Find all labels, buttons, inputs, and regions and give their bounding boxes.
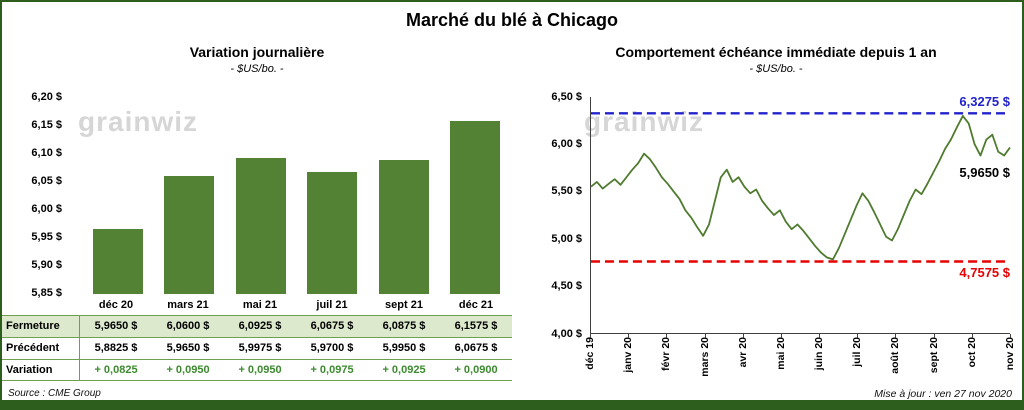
bar-y-tick-label: 6,10 $ [31,146,62,159]
column-header: sept 21 [385,299,423,311]
bar-chart-title: Variation journalière [189,44,325,60]
column-header: mai 21 [242,299,278,311]
table-cell: + 0,0925 [382,364,426,376]
x-tick-mark [742,334,744,338]
bar-chart-subtitle: - $US/bo. - [230,63,284,75]
line-y-tick-label: 6,50 $ [551,90,582,103]
x-tick-label: janv 20 [622,337,635,373]
line-y-tick-label: 6,00 $ [551,137,582,150]
x-tick-label: sept 20 [927,337,940,374]
x-tick-mark [895,334,897,338]
column-header: mars 21 [167,299,209,311]
table-cell: 5,9975 $ [238,342,282,354]
x-tick-label: mai 20 [774,337,787,370]
price-bar-déc 20 [92,229,143,294]
source-note: Source : CME Group [8,388,101,399]
table-row-précédent: Précédent 5,8825 $ 5,9650 $ 5,9975 $ 5,9700 … [2,337,512,359]
last-price-label: 5,9650 $ [959,165,1010,180]
x-tick-label: juil 20 [851,337,864,367]
bar-y-tick-label: 6,15 $ [31,118,62,131]
table-cell: 6,0675 $ [454,342,498,354]
row-label: Précédent [2,338,80,359]
table-cell: 5,8825 $ [94,342,138,354]
table-cell: 6,0600 $ [166,320,210,332]
x-tick-label: oct 20 [965,337,978,368]
line-chart-title: Comportement échéance immédiate depuis 1… [615,44,937,60]
x-tick-label: nov 20 [1003,337,1016,371]
x-tick-mark [819,334,821,338]
x-tick-label: févr 20 [660,337,673,371]
table-cell: 6,0925 $ [238,320,282,332]
row-label: Fermeture [2,316,80,337]
x-tick-label: avr 20 [736,337,749,368]
x-tick-mark [1010,334,1011,338]
price-bar-juil 21 [307,171,358,294]
table-row-fermeture: Fermeture 5,9650 $ 6,0600 $ 6,0925 $ 6,0675 … [2,315,512,337]
table-cell: 5,9650 $ [166,342,210,354]
row-label: Variation [2,360,80,380]
column-header: déc 21 [458,299,494,311]
x-tick-label: juin 20 [813,337,826,371]
x-tick-mark [971,334,973,338]
table-cell: + 0,0950 [166,364,210,376]
x-tick-label: août 20 [889,337,902,374]
table-cell: 6,0875 $ [382,320,426,332]
grainwiz-watermark: grainwiz [584,106,705,137]
line-series-svg [590,112,1011,263]
x-tick-mark [933,334,935,338]
table-cell: + 0,0950 [238,364,282,376]
bar-y-tick-label: 5,90 $ [31,259,62,272]
table-cell: 5,9950 $ [382,342,426,354]
price-table: déc 20 mars 21 mai 21 juil 21 sept 21 déc 21 F… [2,296,512,381]
bar-y-tick-label: 5,85 $ [31,287,62,300]
line-y-tick-label: 5,00 $ [551,232,582,245]
table-cell: 5,9700 $ [310,342,354,354]
bar-y-tick-label: 6,05 $ [31,174,62,187]
bottom-green-bar [2,400,1022,408]
line-y-tick-label: 4,00 $ [551,327,582,340]
x-tick-label: déc 19 [584,337,596,370]
table-header-row: déc 20 mars 21 mai 21 juil 21 sept 21 déc 21 [2,296,512,315]
x-tick-mark [590,334,591,338]
price-bar-déc 21 [450,120,501,294]
bar-y-tick-label: 5,95 $ [31,231,62,244]
bar-chart-plot [82,97,511,294]
table-cell: + 0,0825 [94,364,138,376]
grainwiz-watermark: grainwiz [78,106,199,137]
bar-y-tick-label: 6,00 $ [31,203,62,216]
x-tick-mark [666,334,668,338]
price-bar-mars 21 [164,175,215,294]
column-header: déc 20 [98,299,134,311]
x-tick-label: mars 20 [698,337,711,377]
x-tick-mark [780,334,782,338]
bar-y-tick-label: 6,20 $ [31,90,62,103]
table-cell: + 0,0900 [454,364,498,376]
line-chart-subtitle: - $US/bo. - [749,63,803,75]
line-y-tick-label: 5,50 $ [551,185,582,198]
x-tick-mark [857,334,859,338]
price-bar-mai 21 [235,157,286,294]
support-level-label: 4,7575 $ [959,265,1010,280]
table-cell: 6,0675 $ [310,320,354,332]
table-cell: 5,9650 $ [94,320,138,332]
line-y-tick-label: 4,50 $ [551,280,582,293]
line-chart-plot [590,97,1011,334]
table-cell: + 0,0975 [310,364,354,376]
price-series-line [590,115,1011,261]
resistance-level-label: 6,3275 $ [959,94,1010,109]
page-title: Marché du blé à Chicago [405,10,619,30]
price-bar-sept 21 [378,160,429,294]
updated-note: Mise à jour : ven 27 nov 2020 [874,388,1012,400]
x-tick-mark [704,334,706,338]
table-cell: 6,1575 $ [454,320,498,332]
column-header: juil 21 [316,299,348,311]
x-tick-mark [628,334,630,338]
table-row-variation: Variation + 0,0825 + 0,0950 + 0,0950 + 0,097… [2,359,512,381]
